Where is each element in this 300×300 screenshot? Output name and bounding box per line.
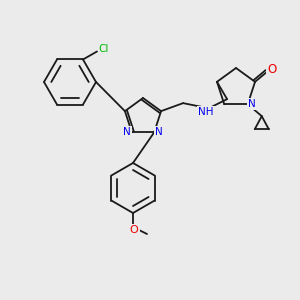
Text: N: N <box>248 99 256 109</box>
Text: O: O <box>130 225 138 235</box>
Text: NH: NH <box>198 107 214 117</box>
Text: Cl: Cl <box>99 44 109 55</box>
Text: N: N <box>155 128 163 137</box>
Text: O: O <box>267 63 277 76</box>
Text: N: N <box>123 128 131 137</box>
